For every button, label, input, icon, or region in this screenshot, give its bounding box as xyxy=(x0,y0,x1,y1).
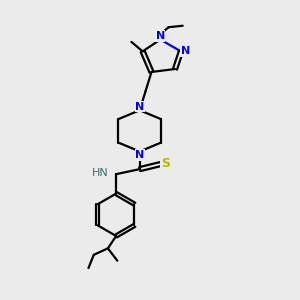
Text: S: S xyxy=(161,157,170,170)
Text: N: N xyxy=(135,150,144,160)
Text: N: N xyxy=(181,46,190,56)
Text: HN: HN xyxy=(92,168,108,178)
Text: N: N xyxy=(156,31,165,41)
Text: N: N xyxy=(135,102,144,112)
